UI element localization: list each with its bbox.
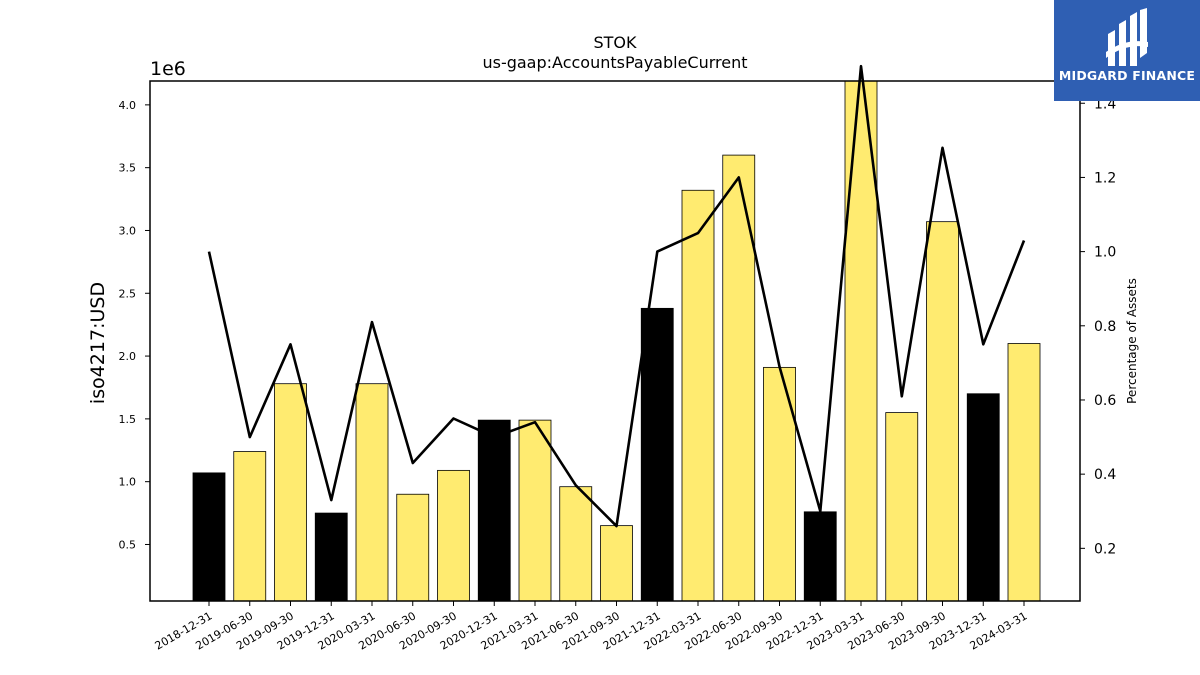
y2-tick-label: 1.0 (1094, 245, 1116, 261)
y-tick-label: 1.0 (119, 476, 137, 489)
bar (926, 221, 959, 602)
y2-tick-label: 0.4 (1094, 467, 1116, 483)
bar (844, 80, 878, 602)
bar (1007, 343, 1041, 602)
y-axis-label: iso4217:USD (87, 282, 109, 404)
bar (437, 469, 470, 602)
y-tick-label: 2.0 (119, 350, 137, 363)
bar (314, 512, 348, 602)
bar (640, 307, 674, 602)
percentage-line (207, 64, 1026, 528)
bar (192, 472, 226, 602)
bar (355, 383, 389, 602)
bar (803, 511, 837, 602)
bar-series (192, 80, 1041, 602)
plot-frame (149, 80, 1081, 602)
brand-name: MIDGARD FINANCE (1058, 68, 1196, 83)
y2-tick-label: 0.2 (1094, 541, 1116, 557)
y2-tick-label: 0.6 (1094, 393, 1116, 409)
y-tick-label: 2.5 (119, 287, 137, 300)
chart-title: STOK (593, 33, 637, 52)
midgard-logo-icon (1106, 8, 1148, 66)
y2-tick-label: 1.2 (1094, 170, 1116, 186)
bar (885, 412, 919, 602)
y-tick-label: 3.0 (119, 224, 137, 237)
y-tick-label: 3.5 (119, 162, 137, 175)
bar (722, 154, 756, 602)
y2-tick-label: 0.8 (1094, 319, 1116, 335)
y-axis-offset-label: 1e6 (150, 58, 186, 80)
y-tick-label: 4.0 (119, 99, 137, 112)
y-tick-label: 0.5 (119, 538, 137, 551)
bar (477, 419, 511, 602)
bar (518, 419, 552, 602)
line-series (207, 64, 1026, 528)
bar (559, 486, 593, 602)
bar (233, 451, 267, 602)
y2-axis-label: Percentage of Assets (1125, 278, 1139, 404)
brand-logo: MIDGARD FINANCE (1054, 0, 1200, 101)
bar (600, 525, 633, 602)
bar (396, 493, 430, 602)
bar (681, 189, 715, 602)
y-tick-label: 1.5 (119, 413, 137, 426)
bar (966, 393, 1000, 602)
chart-subtitle: us-gaap:AccountsPayableCurrent (482, 53, 747, 72)
bar (274, 383, 307, 602)
